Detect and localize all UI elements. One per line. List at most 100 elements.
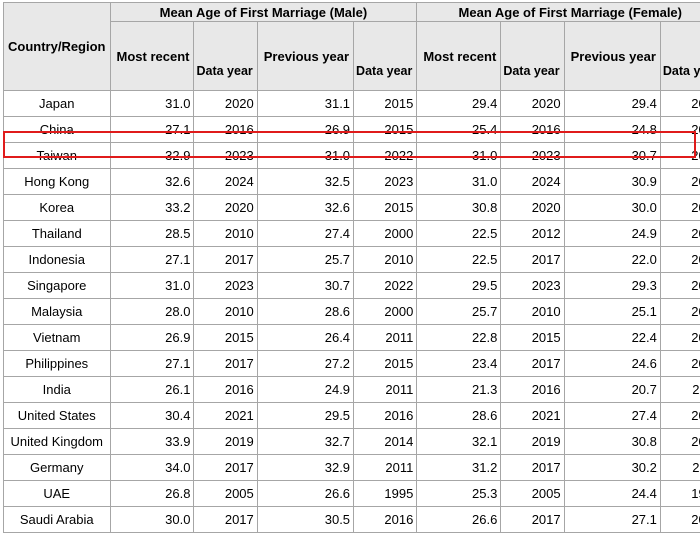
value-cell: 2010 xyxy=(501,299,564,325)
value-cell: 2023 xyxy=(501,273,564,299)
value-cell: 2015 xyxy=(501,325,564,351)
value-cell: 30.2 xyxy=(564,455,660,481)
value-cell: 22.5 xyxy=(417,247,501,273)
value-cell: 32.6 xyxy=(110,169,194,195)
table-row: Singapore31.0202330.7202229.5202329.3202… xyxy=(4,273,700,299)
value-cell: 30.0 xyxy=(110,507,194,533)
country-cell: Malaysia xyxy=(4,299,111,325)
male-previous-year-header: Previous year xyxy=(257,22,353,91)
value-cell: 2016 xyxy=(501,377,564,403)
value-cell: 30.9 xyxy=(564,169,660,195)
value-cell: 2015 xyxy=(660,195,700,221)
value-cell: 25.4 xyxy=(417,117,501,143)
value-cell: 2017 xyxy=(501,507,564,533)
value-cell: 22.8 xyxy=(417,325,501,351)
value-cell: 2012 xyxy=(501,221,564,247)
value-cell: 22.5 xyxy=(417,221,501,247)
value-cell: 2020 xyxy=(194,195,257,221)
value-cell: 2000 xyxy=(354,299,417,325)
value-cell: 2020 xyxy=(501,91,564,117)
value-cell: 29.3 xyxy=(564,273,660,299)
value-cell: 22.0 xyxy=(564,247,660,273)
value-cell: 2015 xyxy=(194,325,257,351)
country-cell: United Kingdom xyxy=(4,429,111,455)
value-cell: 27.1 xyxy=(564,507,660,533)
value-cell: 2015 xyxy=(354,195,417,221)
value-cell: 25.7 xyxy=(417,299,501,325)
value-cell: 34.0 xyxy=(110,455,194,481)
value-cell: 30.4 xyxy=(110,403,194,429)
value-cell: 2010 xyxy=(354,247,417,273)
value-cell: 2016 xyxy=(354,507,417,533)
value-cell: 2015 xyxy=(354,91,417,117)
country-cell: Korea xyxy=(4,195,111,221)
value-cell: 2022 xyxy=(354,273,417,299)
value-cell: 24.8 xyxy=(564,117,660,143)
country-cell: India xyxy=(4,377,111,403)
value-cell: 26.9 xyxy=(257,117,353,143)
country-cell: China xyxy=(4,117,111,143)
female-data-year-header: Data year xyxy=(501,22,564,91)
country-cell: Taiwan xyxy=(4,143,111,169)
value-cell: 24.6 xyxy=(564,351,660,377)
value-cell: 27.1 xyxy=(110,117,194,143)
value-cell: 1995 xyxy=(660,481,700,507)
value-cell: 2019 xyxy=(501,429,564,455)
value-cell: 2012 xyxy=(660,247,700,273)
value-cell: 2017 xyxy=(194,351,257,377)
value-cell: 2016 xyxy=(194,117,257,143)
value-cell: 2020 xyxy=(194,91,257,117)
country-cell: Indonesia xyxy=(4,247,111,273)
value-cell: 30.8 xyxy=(417,195,501,221)
value-cell: 2021 xyxy=(194,403,257,429)
value-cell: 30.5 xyxy=(257,507,353,533)
value-cell: 32.9 xyxy=(257,455,353,481)
male-group-header: Mean Age of First Marriage (Male) xyxy=(110,3,417,22)
value-cell: 26.8 xyxy=(110,481,194,507)
country-cell: Germany xyxy=(4,455,111,481)
value-cell: 2017 xyxy=(501,247,564,273)
value-cell: 2016 xyxy=(660,403,700,429)
value-cell: 31.0 xyxy=(257,143,353,169)
value-cell: 26.9 xyxy=(110,325,194,351)
value-cell: 31.0 xyxy=(110,273,194,299)
value-cell: 2023 xyxy=(501,143,564,169)
female-most-recent-header: Most recent xyxy=(417,22,501,91)
value-cell: 2024 xyxy=(501,169,564,195)
value-cell: 2017 xyxy=(194,507,257,533)
value-cell: 32.6 xyxy=(257,195,353,221)
value-cell: 27.4 xyxy=(257,221,353,247)
value-cell: 32.5 xyxy=(257,169,353,195)
value-cell: 31.0 xyxy=(417,169,501,195)
value-cell: 2010 xyxy=(660,221,700,247)
value-cell: 2017 xyxy=(194,455,257,481)
value-cell: 32.7 xyxy=(257,429,353,455)
value-cell: 28.6 xyxy=(257,299,353,325)
value-cell: 26.6 xyxy=(417,507,501,533)
value-cell: 20.7 xyxy=(564,377,660,403)
value-cell: 2015 xyxy=(354,351,417,377)
country-cell: UAE xyxy=(4,481,111,507)
value-cell: 27.2 xyxy=(257,351,353,377)
value-cell: 2023 xyxy=(194,143,257,169)
value-cell: 24.4 xyxy=(564,481,660,507)
value-cell: 31.2 xyxy=(417,455,501,481)
value-cell: 2000 xyxy=(354,221,417,247)
marriage-age-table: Country/Region Mean Age of First Marriag… xyxy=(3,2,700,533)
female-group-header: Mean Age of First Marriage (Female) xyxy=(417,3,700,22)
value-cell: 2011 xyxy=(354,377,417,403)
value-cell: 2010 xyxy=(194,299,257,325)
value-cell: 2016 xyxy=(660,507,700,533)
male-previous-data-year-header: Data year xyxy=(354,22,417,91)
value-cell: 27.4 xyxy=(564,403,660,429)
value-cell: 2015 xyxy=(354,117,417,143)
value-cell: 27.1 xyxy=(110,247,194,273)
value-cell: 2023 xyxy=(660,169,700,195)
